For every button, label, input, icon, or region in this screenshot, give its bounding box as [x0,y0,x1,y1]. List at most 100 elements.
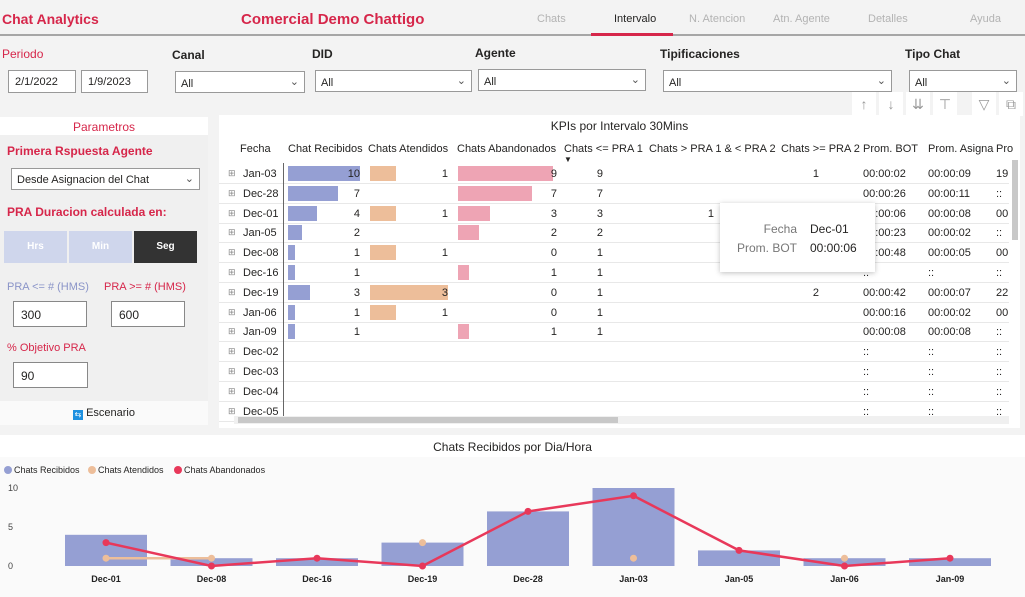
did-label: DID [312,47,333,61]
table-row[interactable]: ⊞ Jan-06 1 1 0 1 00:00:16 00:00:02 00 [219,303,1009,323]
table-row[interactable]: ⊞ Dec-16 1 1 1:::::: [219,263,1009,283]
legend-atendidos[interactable]: Chats Atendidos [88,465,164,475]
table-row[interactable]: ⊞ Dec-08 1 1 0 1 00:00:48 00:00:05 00 [219,243,1009,264]
column-header[interactable]: Chats > PRA 1 & < PRA 2 [649,143,776,155]
expand-icon[interactable]: ⊞ [228,346,236,357]
column-header[interactable]: Pro [996,143,1014,155]
y-tick-label: 5 [8,522,13,532]
table-cell: 00 [996,247,1009,260]
x-tick-label: Dec-19 [408,574,438,584]
data-bar [288,304,296,320]
table-row[interactable]: ⊞ Jan-09 1 1 1 00:00:08 00:00:08:: [219,322,1009,343]
expand-icon[interactable]: ⊞ [228,385,236,396]
abandonados-point [419,562,426,570]
canal-value: All [181,78,194,90]
kpi-table: KPIs por Intervalo 30Mins Fecha Chat Reci… [219,115,1020,428]
tab-ayuda[interactable]: Ayuda [970,13,1001,25]
column-header[interactable]: Chats >= PRA 2 [781,143,860,155]
table-row[interactable]: ⊞ Dec-28 7 7 7 00:00:26 00:00:11:: [219,184,1009,204]
column-header[interactable]: Prom. Asigna [928,143,994,155]
arrow-up-icon[interactable]: ↑ [852,92,876,116]
bar-recibidos [276,558,358,566]
tab-n-atencion[interactable]: N. Atencion [689,13,746,25]
table-cell: 2 [596,227,603,240]
escenario-button[interactable]: ⇆ Escenario [0,401,208,425]
column-header[interactable]: Chats Abandonados [457,143,557,155]
tipificaciones-dropdown[interactable]: All ⌄ [663,70,892,92]
company-title: Comercial Demo Chattigo [241,11,425,28]
data-bar [288,265,296,280]
expand-icon[interactable]: ⊞ [228,267,236,277]
chevron-down-icon: ⌄ [1001,75,1011,87]
table-row[interactable]: ⊞ Jan-03 10 1 9 9 1 00:00:02 00:00:09 19 [219,164,1009,184]
tooltip-value-fecha: Dec-01 [810,222,849,236]
scrollbar-thumb[interactable] [238,417,618,423]
tab-atn-agente[interactable]: Atn. Agente [773,13,830,25]
vertical-scrollbar[interactable] [1012,160,1018,240]
horizontal-scrollbar[interactable] [234,416,1009,424]
expand-icon[interactable]: ⊞ [228,405,236,416]
focus-mode-icon[interactable]: ⧉ [999,92,1023,116]
expand-icon[interactable]: ⊞ [228,187,236,198]
tab-chats[interactable]: Chats [537,13,566,25]
table-row[interactable]: ⊞ Dec-02:::::: [219,342,1009,363]
table-cell: :: [996,405,1003,418]
unit-hrs-button[interactable]: Hrs [4,231,67,263]
legend-label: Chats Atendidos [98,465,164,475]
did-value: All [321,77,334,89]
abandonados-point [630,492,637,500]
table-cell: :: [928,267,935,279]
objetivo-input[interactable]: 90 [13,362,88,388]
column-header[interactable]: Prom. BOT [863,143,919,155]
expand-hierarchy-icon[interactable]: ⊤ [933,92,957,116]
did-dropdown[interactable]: All ⌄ [315,70,472,92]
pra-label: Primera Rspuesta Agente [7,144,153,158]
expand-icon[interactable]: ⊞ [228,306,236,317]
agente-dropdown[interactable]: All ⌄ [478,69,646,91]
table-cell: 00:00:05 [928,247,971,260]
table-row[interactable]: ⊞ Dec-01 4 1 3 3 1 00:00:06 00:00:08 00 [219,204,1009,224]
tab-detalles[interactable]: Detalles [868,13,908,25]
column-header[interactable]: Chats Atendidos [368,143,449,155]
unit-seg-button[interactable]: Seg [134,231,197,263]
duracion-label: PRA Duracion calculada en: [7,205,167,219]
expand-icon[interactable]: ⊞ [228,247,236,258]
legend-abandonados[interactable]: Chats Abandonados [174,465,265,475]
expand-all-down-icon[interactable]: ⇊ [906,92,930,116]
table-row[interactable]: ⊞ Dec-03:::::: [219,362,1009,382]
pra-dropdown[interactable]: Desde Asignacion del Chat ⌄ [11,168,200,190]
table-row[interactable]: ⊞ Jan-05 2 2 2 00:00:23 00:00:02:: [219,223,1009,244]
table-row[interactable]: ⊞ Dec-04:::::: [219,382,1009,402]
end-date-input[interactable]: 1/9/2023 [81,70,148,93]
atendidos-point [208,554,215,562]
unit-min-button[interactable]: Min [69,231,132,263]
pra-ge-input[interactable]: 600 [111,301,185,327]
filter-icon[interactable]: ▽ [972,92,996,116]
chevron-down-icon: ⌄ [184,173,194,185]
table-row[interactable]: ⊞ Dec-19 3 3 0 1 2 00:00:42 00:00:07 22 [219,283,1009,303]
pra-le-input[interactable]: 300 [13,301,87,327]
column-header[interactable]: Fecha [240,143,271,155]
column-header[interactable]: Chat Recibidos [288,143,363,155]
legend-recibidos[interactable]: Chats Recibidos [4,465,80,475]
table-cell: :: [863,366,870,378]
expand-icon[interactable]: ⊞ [228,366,236,376]
expand-icon[interactable]: ⊞ [228,227,236,238]
expand-icon[interactable]: ⊞ [228,326,236,337]
date-cell: Dec-04 [243,385,279,398]
expand-icon[interactable]: ⊞ [228,168,236,178]
date-cell: Dec-19 [243,286,279,299]
data-bar [458,205,490,221]
expand-icon[interactable]: ⊞ [228,207,236,218]
column-header[interactable]: Chats <= PRA 1 [564,143,643,155]
start-date-input[interactable]: 2/1/2022 [8,70,76,93]
arrow-down-icon[interactable]: ↓ [879,92,903,116]
tab-intervalo[interactable]: Intervalo [614,13,657,25]
tipo-chat-dropdown[interactable]: All ⌄ [909,70,1017,92]
table-cell: 22 [996,286,1009,299]
expand-icon[interactable]: ⊞ [228,286,236,297]
table-cell: 1 [353,306,360,319]
y-tick-label: 10 [8,483,18,493]
bar-recibidos [803,558,886,566]
canal-dropdown[interactable]: All ⌄ [175,71,305,93]
